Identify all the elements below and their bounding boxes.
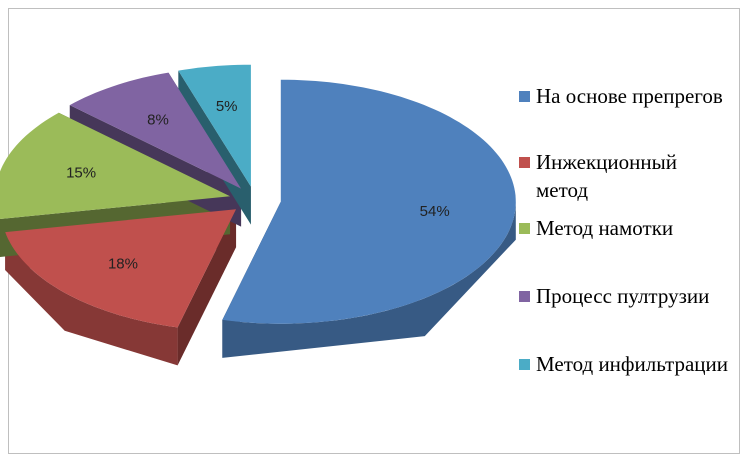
data-label: 5% — [216, 98, 238, 115]
data-label: 18% — [108, 255, 138, 272]
legend-label: Инжекционный метод — [536, 150, 677, 202]
data-label: 54% — [420, 203, 450, 220]
legend-swatch — [519, 223, 530, 234]
slice — [0, 112, 231, 220]
slice — [5, 209, 237, 328]
slice — [69, 72, 242, 189]
legend-swatch — [519, 359, 530, 370]
legend-label: Метод инфильтрации — [536, 352, 728, 376]
legend-label: На основе препрегов — [536, 84, 723, 108]
legend-label: Метод намотки — [536, 216, 674, 240]
slice — [222, 79, 516, 324]
slice-side — [222, 201, 516, 358]
legend-swatch — [519, 91, 530, 102]
slice — [178, 64, 251, 187]
data-label: 8% — [147, 112, 169, 129]
slice-tops: 54% 18% 15% 8% 5% — [0, 64, 516, 328]
legend-swatch — [519, 157, 530, 168]
legend-label: Процесс пултрузии — [536, 284, 710, 308]
slice-side — [5, 232, 178, 366]
data-label: 15% — [66, 165, 96, 182]
legend-swatch — [519, 291, 530, 302]
